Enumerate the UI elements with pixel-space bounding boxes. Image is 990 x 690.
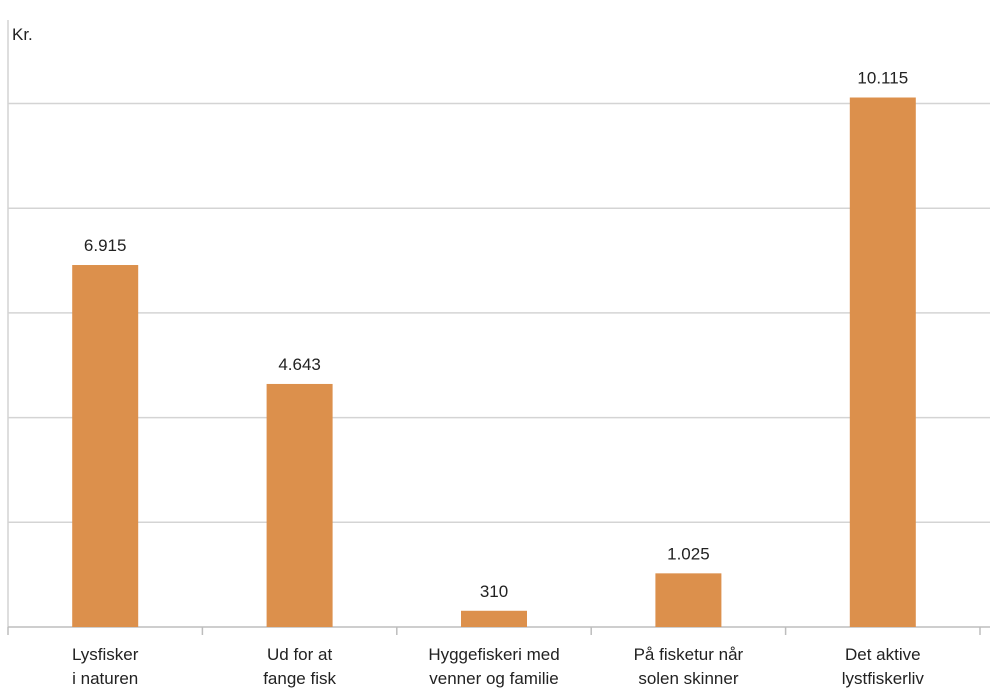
value-labels: 6.915 4.643 310 1.025 10.115 <box>84 69 908 601</box>
value-label: 10.115 <box>857 69 908 88</box>
bar <box>655 573 722 627</box>
category-label: Hyggefiskeri med <box>428 645 559 664</box>
value-label: 1.025 <box>667 544 710 563</box>
category-labels: Lysfisker i naturen Ud for at fange fisk Hyg… <box>72 645 924 688</box>
value-label: 310 <box>480 582 508 601</box>
grid-lines <box>7 20 990 627</box>
category-label: i naturen <box>72 669 138 688</box>
category-label: fange fisk <box>263 669 336 688</box>
y-axis-unit-label: Kr. <box>12 25 33 44</box>
category-label: Lysfisker <box>72 645 139 664</box>
bar <box>849 97 916 628</box>
bar <box>461 610 527 627</box>
category-label: lystfiskerliv <box>842 669 925 688</box>
bars <box>72 97 916 628</box>
category-label: solen skinner <box>638 669 739 688</box>
bar <box>266 383 333 627</box>
category-label: Ud for at <box>267 645 332 664</box>
category-label: venner og familie <box>429 669 558 688</box>
category-label: Det aktive <box>845 645 921 664</box>
bar <box>72 265 139 627</box>
value-label: 4.643 <box>278 355 321 374</box>
x-axis-ticks <box>7 627 981 635</box>
value-label: 6.915 <box>84 236 127 255</box>
category-label: På fisketur når <box>634 645 744 664</box>
